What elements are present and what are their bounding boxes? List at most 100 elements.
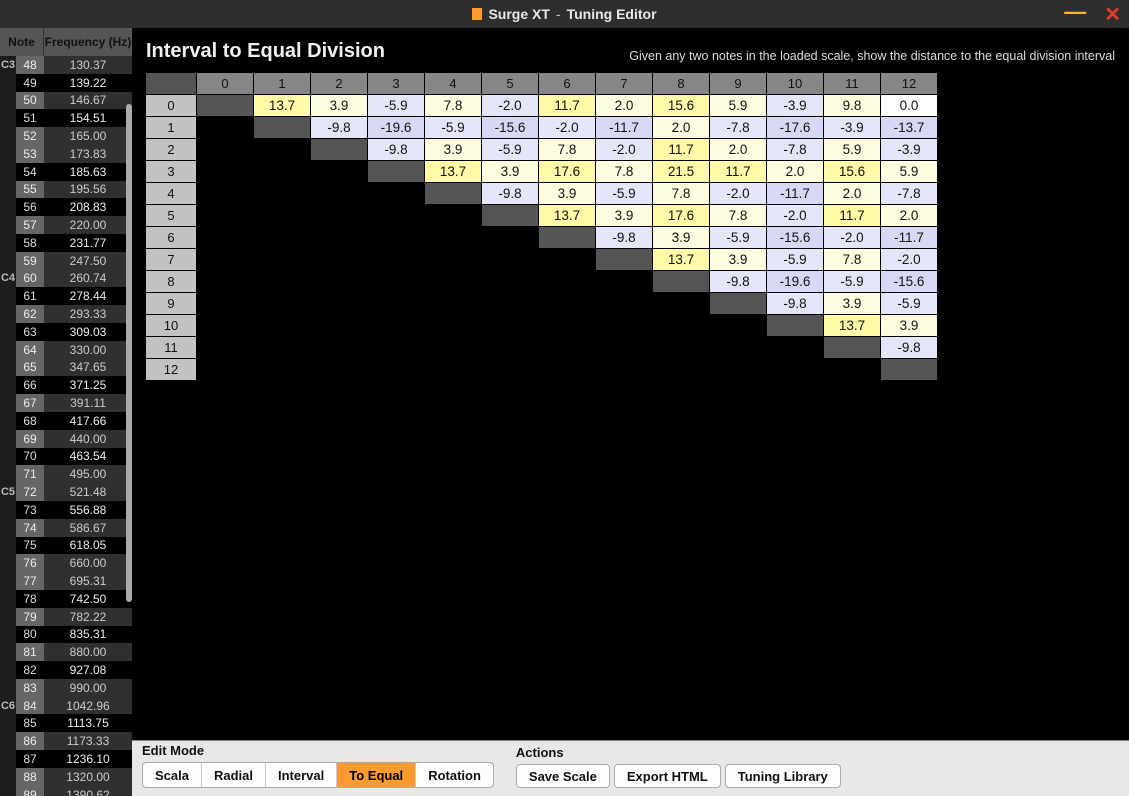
note-row[interactable]: 851113.75 (0, 714, 132, 732)
note-row[interactable]: 67391.11 (0, 394, 132, 412)
note-row[interactable]: 891390.62 (0, 786, 132, 796)
note-row[interactable]: 50146.67 (0, 92, 132, 110)
matrix-cell: -2.0 (767, 205, 823, 226)
matrix-cell: 5.9 (710, 95, 766, 116)
midi-number: 69 (16, 430, 44, 448)
editmode-interval-button[interactable]: Interval (266, 763, 337, 787)
frequency-value: 521.48 (44, 483, 132, 501)
midi-number: 61 (16, 287, 44, 305)
editmode-scala-button[interactable]: Scala (143, 763, 202, 787)
editmode-toequal-button[interactable]: To Equal (337, 763, 416, 787)
action-library-button[interactable]: Tuning Library (725, 764, 841, 788)
matrix-cell: 5.9 (824, 139, 880, 160)
matrix-cell (311, 249, 367, 270)
matrix-cell (368, 293, 424, 314)
matrix-cell: 3.9 (311, 95, 367, 116)
note-row[interactable]: 69440.00 (0, 430, 132, 448)
matrix-cell: 3.9 (539, 183, 595, 204)
frequency-value: 1390.62 (44, 786, 132, 796)
note-row[interactable]: 65347.65 (0, 359, 132, 377)
matrix-cell (311, 359, 367, 380)
note-row[interactable]: 68417.66 (0, 412, 132, 430)
note-row[interactable]: 71495.00 (0, 465, 132, 483)
note-row[interactable]: 64330.00 (0, 341, 132, 359)
note-row[interactable]: 82927.08 (0, 661, 132, 679)
note-row[interactable]: C460260.74 (0, 270, 132, 288)
matrix-cell: 15.6 (824, 161, 880, 182)
note-row[interactable]: 49139.22 (0, 74, 132, 92)
content-area: Interval to Equal Division Given any two… (132, 28, 1129, 740)
midi-number: 56 (16, 198, 44, 216)
matrix-cell (311, 161, 367, 182)
note-row[interactable]: 70463.54 (0, 448, 132, 466)
note-row[interactable]: 881320.00 (0, 768, 132, 786)
action-export-button[interactable]: Export HTML (614, 764, 721, 788)
matrix-row-header: 10 (146, 315, 196, 336)
note-frequency-scroll[interactable]: C348130.3749139.2250146.6751154.5152165.… (0, 56, 132, 796)
matrix-cell: -7.8 (767, 139, 823, 160)
matrix-cell (368, 271, 424, 292)
matrix-col-header: 6 (539, 73, 595, 94)
frequency-value: 1320.00 (44, 768, 132, 786)
matrix-cell: 5.9 (881, 161, 937, 182)
midi-number: 58 (16, 234, 44, 252)
note-row[interactable]: 54185.63 (0, 163, 132, 181)
note-row[interactable]: C6841042.96 (0, 697, 132, 715)
note-row[interactable]: C572521.48 (0, 483, 132, 501)
matrix-cell (197, 117, 253, 138)
octave-label (0, 732, 16, 750)
matrix-cell (197, 337, 253, 358)
matrix-cell: 2.0 (710, 139, 766, 160)
frequency-value: 990.00 (44, 679, 132, 697)
matrix-cell: -15.6 (482, 117, 538, 138)
editmode-rotation-button[interactable]: Rotation (416, 763, 493, 787)
frequency-value: 880.00 (44, 643, 132, 661)
midi-number: 63 (16, 323, 44, 341)
close-icon[interactable]: ✕ (1104, 2, 1121, 27)
matrix-cell (368, 227, 424, 248)
note-row[interactable]: C348130.37 (0, 56, 132, 74)
note-row[interactable]: 66371.25 (0, 376, 132, 394)
matrix-cell (482, 205, 538, 226)
note-row[interactable]: 871236.10 (0, 750, 132, 768)
note-row[interactable]: 77695.31 (0, 572, 132, 590)
matrix-cell (425, 205, 481, 226)
midi-number: 50 (16, 92, 44, 110)
note-row[interactable]: 79782.22 (0, 608, 132, 626)
note-row[interactable]: 52165.00 (0, 127, 132, 145)
note-row[interactable]: 63309.03 (0, 323, 132, 341)
note-row[interactable]: 61278.44 (0, 287, 132, 305)
note-row[interactable]: 83990.00 (0, 679, 132, 697)
page-description: Given any two notes in the loaded scale,… (629, 49, 1115, 63)
midi-number: 65 (16, 359, 44, 377)
action-save-button[interactable]: Save Scale (516, 764, 610, 788)
matrix-row-header: 3 (146, 161, 196, 182)
matrix-cell (368, 337, 424, 358)
note-row[interactable]: 75618.05 (0, 537, 132, 555)
octave-label (0, 572, 16, 590)
note-row[interactable]: 55195.56 (0, 181, 132, 199)
note-row[interactable]: 78742.50 (0, 590, 132, 608)
note-row[interactable]: 80835.31 (0, 626, 132, 644)
matrix-cell: -9.8 (482, 183, 538, 204)
note-row[interactable]: 51154.51 (0, 109, 132, 127)
note-row[interactable]: 74586.67 (0, 519, 132, 537)
note-row[interactable]: 81880.00 (0, 643, 132, 661)
matrix-cell: -2.0 (596, 139, 652, 160)
note-row[interactable]: 57220.00 (0, 216, 132, 234)
note-row[interactable]: 73556.88 (0, 501, 132, 519)
octave-label (0, 519, 16, 537)
note-row[interactable]: 58231.77 (0, 234, 132, 252)
midi-number: 54 (16, 163, 44, 181)
editmode-radial-button[interactable]: Radial (202, 763, 266, 787)
note-row[interactable]: 62293.33 (0, 305, 132, 323)
matrix-cell (368, 249, 424, 270)
matrix-cell: -3.9 (824, 117, 880, 138)
note-row[interactable]: 59247.50 (0, 252, 132, 270)
matrix-cell: 17.6 (653, 205, 709, 226)
note-row[interactable]: 56208.83 (0, 198, 132, 216)
note-row[interactable]: 861173.33 (0, 732, 132, 750)
note-row[interactable]: 53173.83 (0, 145, 132, 163)
matrix-cell: 2.0 (881, 205, 937, 226)
note-row[interactable]: 76660.00 (0, 554, 132, 572)
